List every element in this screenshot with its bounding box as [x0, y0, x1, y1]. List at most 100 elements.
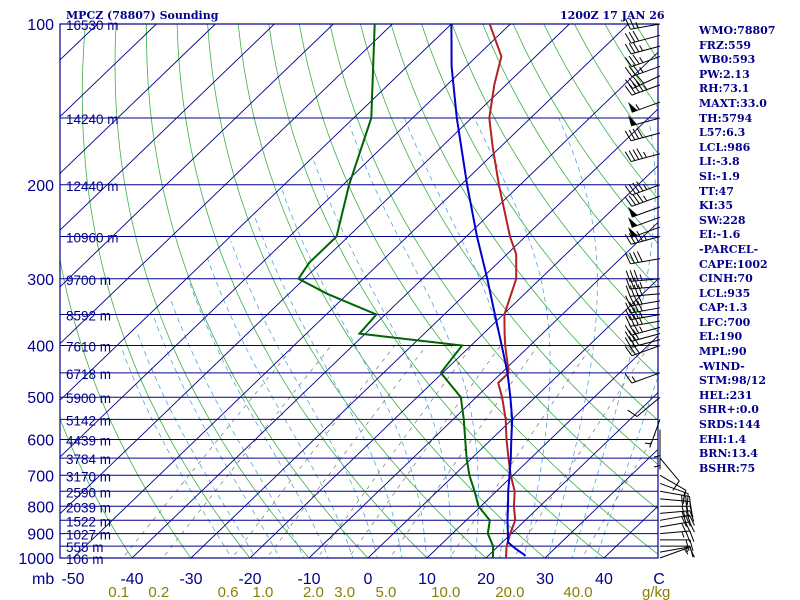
wind-barb [653, 429, 661, 460]
wind-barb [624, 181, 661, 196]
temperature-tick-label: -10 [297, 571, 320, 588]
pressure-tick-label: 700 [27, 468, 54, 485]
sounding-index-item: SHR+:0.0 [699, 403, 759, 417]
isotherm [485, 391, 658, 558]
wind-barb-staff [659, 474, 687, 491]
wind-barb [659, 547, 689, 559]
wind-barb-full [629, 252, 635, 264]
wind-barb-full [633, 277, 639, 289]
wind-barb-full [624, 151, 632, 162]
wind-barb-full [633, 314, 639, 326]
mixing-ratio-line [316, 345, 473, 558]
wind-barb-full [628, 77, 637, 88]
moist-adiabat [169, 297, 305, 558]
wind-barb-half [639, 57, 644, 63]
moist-adiabat [187, 278, 329, 558]
wind-barb-full [625, 79, 634, 89]
wind-barb-staff [630, 278, 661, 282]
wind-barb-full [632, 193, 640, 204]
wind-barb-full [689, 514, 695, 526]
wind-barb-pennant [628, 217, 638, 228]
pressure-tick-label: 200 [27, 178, 54, 195]
temperature-unit-label: C [653, 571, 665, 588]
height-label: 6718 m [66, 367, 111, 382]
moist-adiabat [230, 240, 378, 558]
temperature-profile [488, 24, 518, 558]
sounding-index-item: BRN:13.4 [699, 447, 758, 461]
wind-barb-full [689, 539, 694, 552]
wind-barb-full [681, 506, 686, 518]
mixing-ratio-label: 2.0 [303, 584, 324, 600]
wind-barb-staff [630, 236, 661, 245]
mixing-ratio-label: 40.0 [563, 584, 592, 600]
sounding-index-item: BSHR:75 [699, 461, 756, 475]
wind-barb-staff [630, 258, 661, 265]
height-label: 5900 m [66, 391, 111, 406]
dry-adiabat [60, 417, 133, 558]
wind-barb-pennant [628, 101, 638, 113]
wind-barb-staff [631, 84, 661, 96]
temperature-tick-label: 0 [364, 571, 373, 588]
wind-barb-full [632, 182, 640, 193]
height-label: 3170 m [66, 469, 111, 484]
wind-barb-full [632, 128, 640, 139]
dry-adiabat [237, 24, 546, 558]
wind-barb-staff [630, 326, 661, 336]
wind-barb-half [681, 500, 684, 507]
isotherm [367, 278, 658, 558]
wind-barb-staff [659, 498, 690, 502]
sounding-index-item: CAPE:1002 [699, 257, 768, 271]
pressure-tick-label: 300 [27, 272, 54, 289]
wind-barb-full [637, 284, 643, 296]
wind-barb-half [684, 548, 689, 555]
background-lines [60, 24, 658, 558]
wind-barb-full [633, 284, 639, 296]
wind-barb-full [636, 300, 643, 312]
wind-barb-staff [630, 153, 661, 163]
dry-adiabat [146, 24, 369, 558]
sounding-index-item: LFC:700 [699, 315, 751, 329]
wind-barb-staff [631, 101, 661, 113]
wind-barb-full [628, 150, 636, 161]
isotherm [60, 24, 511, 458]
wind-barb-full [627, 409, 638, 417]
wind-barb-full [628, 233, 636, 244]
wind-barb-full [628, 42, 636, 54]
wind-barb [644, 419, 661, 448]
wind-barb [624, 41, 661, 55]
wind-barb-full [625, 285, 631, 297]
isotherm [60, 24, 275, 231]
mixing-ratio-line [389, 345, 539, 558]
wind-barb-full [689, 496, 692, 508]
dry-adiabat [60, 257, 192, 558]
sounding-index-item: STM:98/12 [699, 374, 766, 388]
temperature-tick-label: 20 [477, 571, 495, 588]
mixing-ratio-label: 20.0 [495, 584, 524, 600]
wind-barb-half [639, 67, 644, 73]
wind-barb-full [682, 490, 687, 502]
wind-barb-full [681, 522, 687, 534]
temperature-tick-label: -50 [61, 571, 84, 588]
wind-barb-full [624, 325, 632, 336]
sounding-index-item: -PARCEL- [699, 242, 759, 256]
isotherm [60, 24, 452, 401]
wind-barb [624, 323, 661, 336]
moist-adiabat [571, 117, 656, 558]
wind-barb-staff [659, 530, 690, 535]
wind-barb-full [636, 148, 644, 159]
wind-barb-staff [630, 300, 661, 307]
wind-barb-half [639, 326, 644, 333]
sounding-index-item: SW:228 [699, 213, 746, 227]
wind-barb-staff [630, 132, 661, 142]
sounding-index-item: RH:73.1 [699, 82, 750, 96]
wind-barb-staff [631, 345, 661, 357]
wind-barb [653, 439, 661, 470]
height-label: 555 m [66, 540, 104, 555]
dry-adiabat [421, 24, 658, 377]
wind-barb [659, 457, 680, 491]
mixing-ratio-label: 10.0 [431, 584, 460, 600]
wind-barb-half [653, 455, 661, 458]
sounding-index-item: CAP:1.3 [699, 301, 748, 315]
sounding-index-item: HEL:231 [699, 388, 753, 402]
wind-barb-full [624, 337, 632, 348]
